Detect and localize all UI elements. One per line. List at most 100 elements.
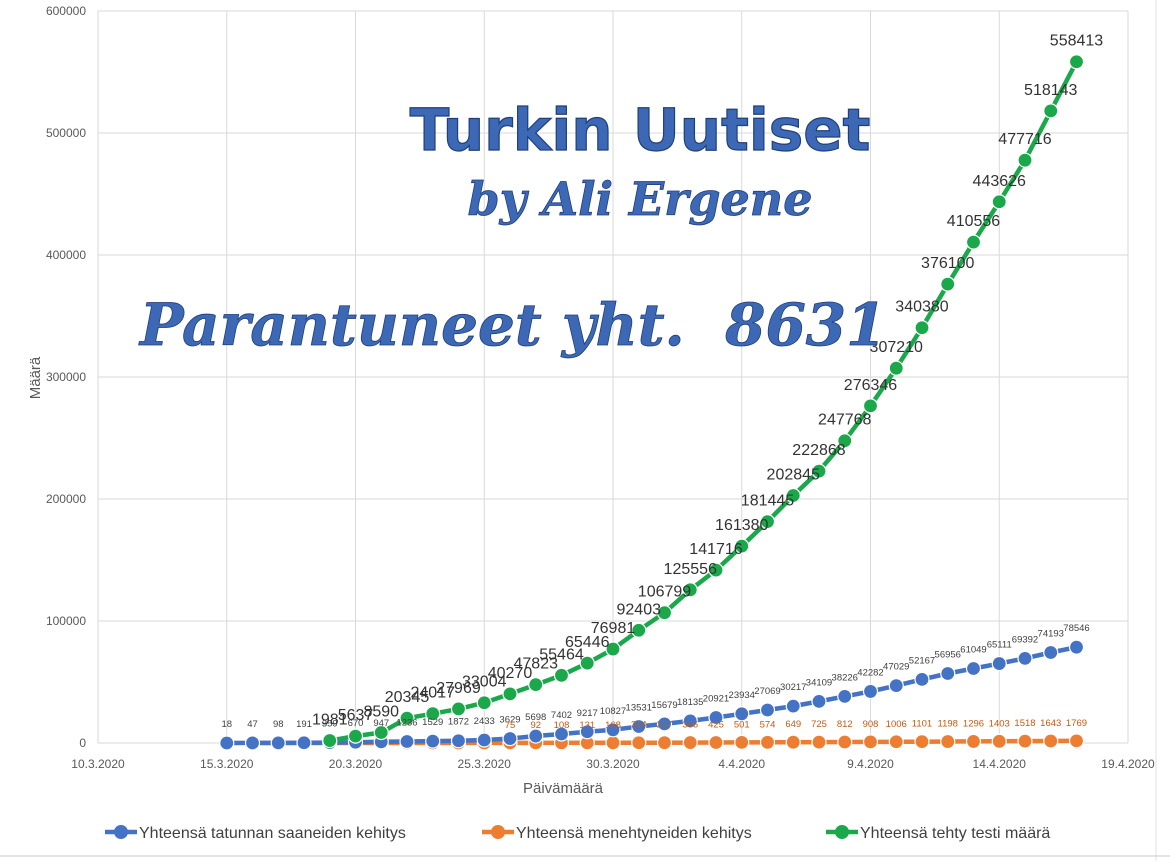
data-point-infected — [296, 735, 312, 751]
data-label-tests: 410556 — [947, 213, 1000, 230]
data-label-infected: 1529 — [422, 717, 443, 728]
data-label-deaths: 277 — [657, 720, 673, 731]
data-point-infected — [244, 735, 261, 751]
data-label-deaths: 356 — [682, 720, 698, 731]
data-label-deaths: 501 — [734, 719, 750, 730]
data-label-infected: 670 — [348, 718, 364, 729]
data-point-infected — [708, 709, 724, 726]
data-label-deaths: 75 — [505, 720, 516, 731]
data-point-infected — [476, 732, 492, 748]
y-tick-label: 300000 — [46, 370, 86, 384]
data-label-deaths: 1006 — [886, 719, 907, 730]
data-label-deaths: 812 — [837, 719, 853, 730]
data-label-deaths: 1198 — [938, 719, 958, 730]
y-tick-label: 200000 — [46, 492, 86, 506]
data-point-infected — [811, 693, 827, 709]
data-point-infected — [940, 665, 956, 682]
data-point-infected — [888, 678, 904, 694]
overlay-subtitle: by Ali Ergene — [468, 172, 813, 226]
data-label-tests: 247768 — [818, 412, 871, 429]
x-tick-label: 10.3.2020 — [71, 757, 125, 771]
data-point-tests — [888, 360, 904, 376]
data-point-deaths — [811, 734, 827, 750]
data-label-tests: 47823 — [514, 656, 559, 673]
data-point-deaths — [914, 734, 930, 750]
legend-label-deaths: Yhteensä menehtyneiden kehitys — [516, 825, 752, 842]
data-label-deaths: 725 — [811, 719, 827, 730]
data-label-tests: 27969 — [436, 680, 481, 697]
data-label-infected: 34109 — [806, 677, 832, 688]
data-label-tests: 376100 — [921, 255, 974, 272]
data-point-deaths — [605, 735, 621, 751]
data-point-deaths — [708, 734, 724, 751]
data-label-infected: 10827 — [600, 706, 626, 717]
x-axis-title: Päivämäärä — [523, 780, 604, 797]
data-label-infected: 56956 — [935, 650, 961, 661]
data-label-tests: 141716 — [689, 541, 742, 558]
data-point-tests — [759, 514, 776, 530]
data-label-tests: 76981 — [591, 620, 636, 637]
data-label-deaths: 908 — [863, 719, 879, 730]
data-point-tests — [322, 732, 338, 749]
data-point-tests — [811, 463, 827, 479]
data-label-deaths: 1296 — [963, 718, 984, 729]
y-tick-label: 600000 — [46, 4, 86, 18]
data-point-infected — [991, 655, 1007, 672]
data-point-deaths — [1017, 733, 1033, 749]
data-point-tests — [579, 655, 595, 671]
data-point-deaths — [991, 733, 1007, 749]
data-point-infected — [759, 702, 776, 718]
data-point-infected — [914, 671, 930, 687]
data-point-deaths — [656, 735, 673, 751]
data-point-infected — [1043, 644, 1059, 661]
y-tick-label: 100000 — [46, 614, 86, 628]
data-label-deaths: 1101 — [912, 719, 932, 730]
y-axis-title: Määrä — [27, 356, 44, 399]
legend-label-infected: Yhteensä tatunnan saaneiden kehitys — [139, 825, 406, 842]
data-point-infected — [785, 698, 801, 714]
data-point-infected — [270, 735, 286, 751]
data-point-infected — [528, 728, 544, 744]
data-label-tests: 24017 — [411, 685, 456, 702]
data-point-deaths — [837, 734, 853, 750]
data-point-deaths — [1043, 733, 1059, 749]
data-label-infected: 9217 — [577, 708, 598, 719]
data-point-tests — [914, 320, 930, 336]
data-point-tests — [1068, 54, 1085, 70]
data-label-infected: 18 — [221, 719, 232, 730]
data-label-deaths: 1643 — [1040, 718, 1061, 729]
data-label-deaths: 1403 — [989, 718, 1010, 729]
data-point-deaths — [785, 734, 801, 750]
data-label-infected: 27069 — [754, 686, 780, 697]
data-point-infected — [450, 733, 467, 749]
data-label-infected: 15679 — [651, 700, 677, 711]
data-point-infected — [399, 733, 415, 750]
data-label-infected: 38226 — [832, 672, 858, 683]
legend-label-tests: Yhteensä tehty testi määrä — [860, 825, 1050, 842]
data-point-tests — [425, 706, 441, 722]
data-point-tests — [682, 582, 698, 598]
data-point-tests — [1043, 103, 1059, 119]
data-label-infected: 47029 — [883, 662, 909, 673]
data-label-tests: 340380 — [895, 299, 948, 316]
data-point-tests — [528, 677, 544, 693]
data-label-deaths: 108 — [554, 720, 570, 731]
data-point-deaths — [965, 733, 982, 750]
data-point-infected — [579, 724, 595, 740]
data-label-tests: 1981 — [312, 712, 348, 729]
data-point-deaths — [862, 734, 879, 750]
data-point-deaths — [759, 734, 776, 750]
data-point-infected — [605, 722, 621, 738]
label-layer: 18 47 98 191 359 670 947 1236 1529 1872 2433 3629 56… — [221, 33, 1103, 731]
y-tick-label: 500000 — [46, 126, 86, 140]
data-point-infected — [502, 730, 518, 747]
data-label-tests: 5637 — [338, 707, 374, 724]
data-label-deaths: 574 — [760, 719, 776, 730]
legend-swatch-marker — [114, 825, 128, 839]
data-point-infected — [682, 713, 698, 729]
x-tick-label: 15.3.2020 — [200, 757, 254, 771]
data-point-deaths — [1068, 733, 1085, 749]
data-label-infected: 947 — [373, 718, 389, 729]
